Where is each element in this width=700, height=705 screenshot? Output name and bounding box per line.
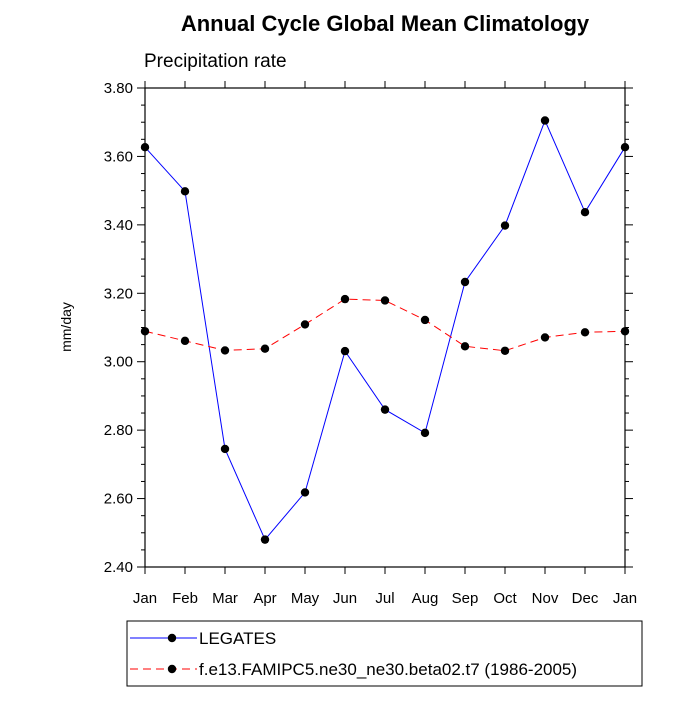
series-1-point	[300, 488, 310, 497]
legend-marker-2	[167, 664, 177, 674]
x-tick-label: Oct	[493, 590, 517, 607]
x-tick-label: Dec	[572, 590, 599, 607]
plot-area: 2.40 2.60 2.80 3.00 3.20 3.40 3.60 3.80 Jan Feb Ma…	[104, 80, 637, 607]
series-2-point	[420, 315, 430, 325]
y-axis-label: mm/day	[58, 302, 74, 352]
series-1-point	[260, 535, 270, 544]
y-tick-label: 3.80	[104, 80, 133, 97]
x-tick-label: Jan	[613, 590, 637, 607]
series-2-point	[260, 344, 270, 353]
series-2-point	[180, 336, 190, 346]
y-tick-label: 3.40	[104, 217, 133, 234]
x-tick-label: Feb	[172, 590, 198, 607]
y-tick-label: 3.60	[104, 148, 133, 165]
series-line-2	[144, 298, 626, 352]
series-1-point	[580, 207, 590, 217]
series-2-point	[300, 320, 310, 329]
y-tick-label: 3.20	[104, 285, 133, 302]
series-2-point	[380, 296, 390, 305]
x-tick-label: Aug	[412, 590, 439, 607]
series-2-point	[220, 346, 230, 355]
chart-subtitle: Precipitation rate	[144, 51, 287, 72]
x-tick-label: Nov	[532, 590, 559, 607]
x-tick-label: Sep	[452, 590, 479, 607]
x-tick-label: Mar	[212, 590, 238, 607]
legend-label-1: LEGATES	[199, 629, 276, 648]
series-1-point	[380, 405, 390, 414]
y-tick-label: 2.80	[104, 422, 133, 439]
series-1-point	[180, 187, 190, 196]
legend-box	[126, 620, 643, 687]
series-2-point	[540, 333, 550, 342]
chart-title: Annual Cycle Global Mean Climatology	[181, 11, 590, 36]
y-tick-label: 3.00	[104, 354, 133, 371]
series-2-point	[580, 328, 590, 337]
series-1-point	[140, 142, 150, 152]
legend-label-2: f.e13.FAMIPC5.ne30_ne30.beta02.t7 (1986-…	[199, 660, 577, 679]
series-1-point	[460, 277, 470, 287]
x-tick-label: Jul	[375, 590, 394, 607]
plot-frame	[144, 87, 626, 568]
x-tick-label: Jun	[333, 590, 357, 607]
series-1-point	[620, 142, 630, 152]
series-1-point	[220, 444, 230, 454]
y-tick-label: 2.60	[104, 491, 133, 508]
series-line-1	[144, 119, 626, 541]
x-tick-label: May	[291, 590, 320, 607]
y-tick-label: 2.40	[104, 559, 133, 576]
series-2-point	[500, 346, 510, 355]
series-2-point	[460, 342, 470, 351]
x-tick-label: Apr	[253, 590, 276, 607]
legend-marker-1	[167, 633, 177, 643]
series-1-point	[500, 221, 510, 230]
x-tick-label: Jan	[133, 590, 157, 607]
series-2-point	[620, 327, 630, 336]
series-1-point	[420, 428, 430, 438]
series-2-point	[340, 294, 350, 304]
series-1-point	[540, 116, 550, 125]
series-1-point	[340, 346, 350, 356]
legend: LEGATES f.e13.FAMIPC5.ne30_ne30.beta02.t7…	[126, 620, 643, 687]
series-2-point	[140, 327, 150, 336]
